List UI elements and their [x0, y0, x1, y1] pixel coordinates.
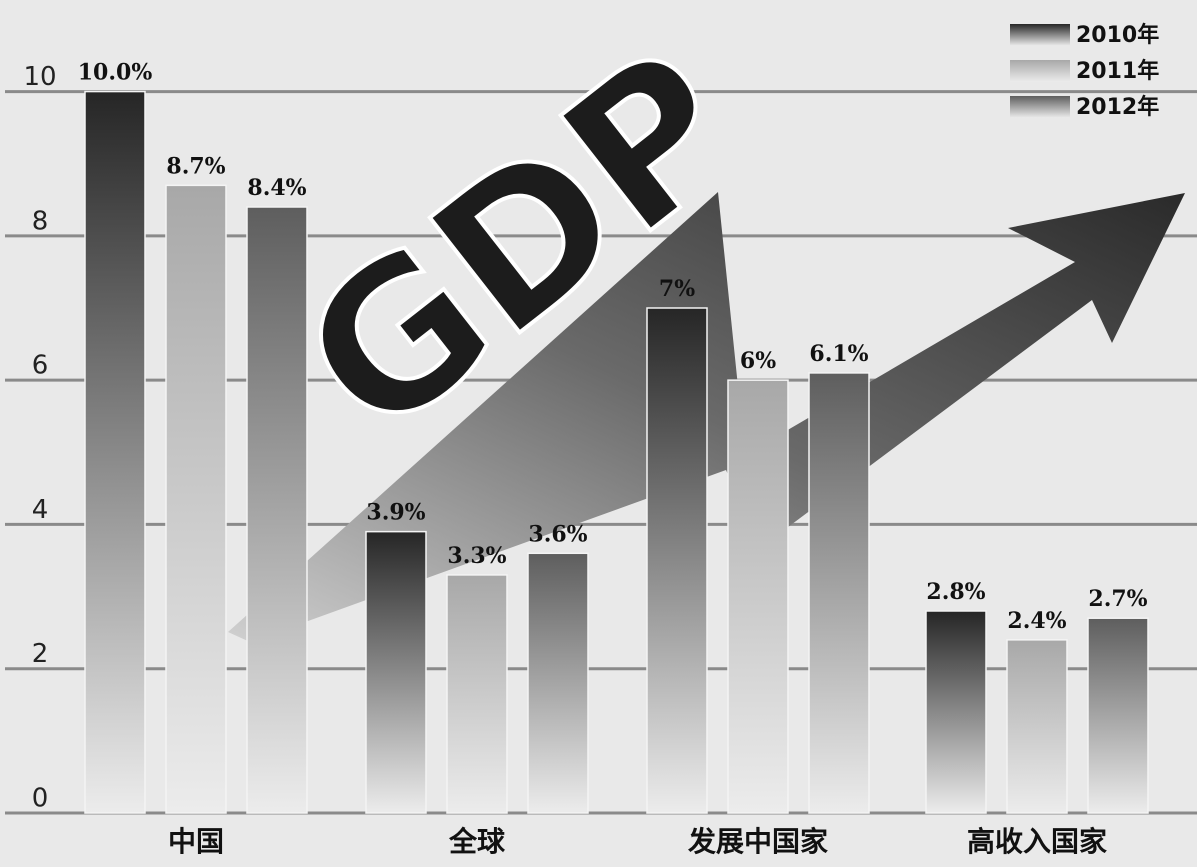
value-label: 3.9%: [366, 500, 425, 526]
bar: [447, 575, 507, 813]
y-tick-label: 8: [32, 206, 49, 236]
bar: [647, 308, 707, 813]
value-label: 10.0%: [78, 60, 153, 86]
value-label: 7%: [659, 276, 695, 302]
bar: [809, 373, 869, 813]
value-label: 3.3%: [447, 543, 506, 569]
bar: [247, 207, 307, 813]
bar: [366, 532, 426, 813]
y-tick-label: 4: [32, 495, 49, 525]
bar: [528, 553, 588, 813]
legend-label: 2012年: [1076, 94, 1159, 120]
value-label: 2.7%: [1088, 586, 1147, 612]
y-tick-label: 10: [23, 62, 56, 92]
y-tick-label: 2: [32, 639, 49, 669]
bar: [1007, 640, 1067, 813]
x-tick-label: 发展中国家: [687, 825, 828, 858]
bar: [166, 185, 226, 813]
chart: GDP 0246810中国10.0%8.7%8.4%全球3.9%3.3%3.6%…: [0, 0, 1197, 867]
y-tick-label: 6: [32, 351, 49, 381]
value-label: 6%: [740, 348, 776, 374]
legend-swatch: [1010, 60, 1070, 82]
value-label: 2.4%: [1007, 608, 1066, 634]
y-tick-label: 0: [32, 784, 49, 814]
value-label: 2.8%: [926, 579, 985, 605]
value-label: 8.7%: [166, 153, 225, 179]
legend-label: 2011年: [1076, 58, 1159, 84]
legend-swatch: [1010, 24, 1070, 46]
bar: [926, 611, 986, 813]
value-label: 6.1%: [809, 341, 868, 367]
value-label: 3.6%: [528, 521, 587, 547]
value-label: 8.4%: [247, 175, 306, 201]
x-tick-label: 高收入国家: [967, 825, 1107, 858]
bar: [1088, 618, 1148, 813]
bar: [85, 92, 145, 813]
legend-label: 2010年: [1076, 22, 1159, 48]
x-tick-label: 全球: [448, 825, 506, 858]
bar: [728, 380, 788, 813]
x-tick-label: 中国: [168, 825, 224, 858]
legend-swatch: [1010, 96, 1070, 118]
